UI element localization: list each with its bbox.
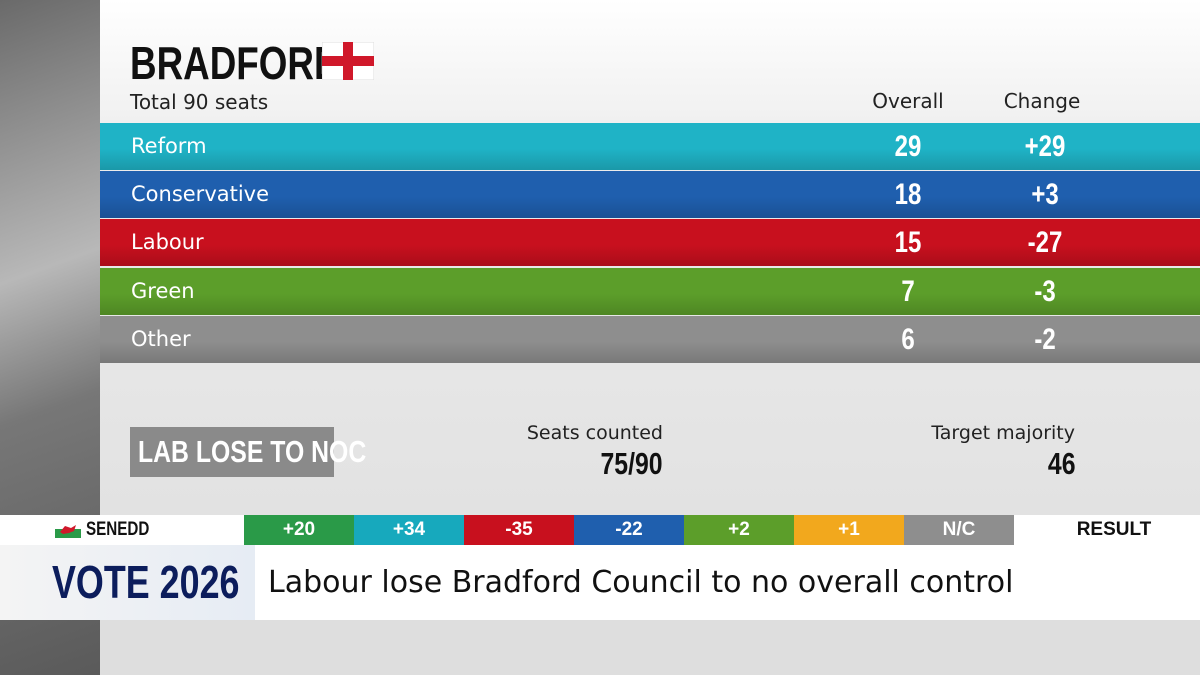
ticker-result: RESULT <box>1076 519 1152 540</box>
ticker-cell: +2 <box>684 515 794 545</box>
overall: 7 <box>901 274 915 308</box>
wales-flag <box>55 520 81 538</box>
party-name: Conservative <box>131 182 270 207</box>
ticker-cell: N/C <box>904 515 1014 545</box>
column-header: Overall <box>872 89 944 113</box>
brand: VOTE 2026 <box>52 556 240 608</box>
value: 46 <box>1047 446 1075 481</box>
status: LAB LOSE TO NOC <box>138 434 367 469</box>
ticker-cell: -35 <box>464 515 574 545</box>
overall: 18 <box>894 178 922 212</box>
ticker-cell: +34 <box>354 515 464 545</box>
change: -27 <box>1027 226 1063 260</box>
party-name: Reform <box>131 134 207 158</box>
change: -2 <box>1034 322 1056 356</box>
party-name: Other <box>131 326 191 351</box>
ticker-cell: +20 <box>244 515 354 545</box>
party-row: Green 7 -3 <box>100 267 1200 315</box>
column-header: Change <box>1003 89 1081 113</box>
change: +3 <box>1031 178 1059 212</box>
party-row: Conservative 18 +3 <box>100 171 1200 219</box>
england-flag <box>322 42 374 80</box>
ticker-cell: +1 <box>794 515 904 545</box>
change: -3 <box>1034 274 1056 308</box>
overall: 29 <box>894 130 922 163</box>
party-row: Labour 15 -27 <box>100 219 1200 267</box>
party-name: Labour <box>131 230 204 255</box>
subtitle: Total 90 seats <box>130 90 269 114</box>
status-box <box>130 427 334 477</box>
value: 75/90 <box>600 446 663 481</box>
headline: Labour lose Bradford Council to no overa… <box>268 565 1014 600</box>
change: +29 <box>1024 130 1066 163</box>
brand-box <box>0 545 255 620</box>
ticker-label: SENEDD <box>86 519 150 540</box>
label: Target majority <box>931 422 1075 444</box>
party-name: Green <box>131 278 195 303</box>
overall: 6 <box>901 322 915 356</box>
title: BRADFORD <box>130 37 341 89</box>
label: Seats counted <box>526 422 663 444</box>
ticker-cell: -22 <box>574 515 684 545</box>
overall: 15 <box>894 226 922 260</box>
lower-panel <box>100 620 1200 675</box>
party-row: Reform 29 +29 <box>100 123 1200 170</box>
party-row: Other 6 -2 <box>100 315 1200 363</box>
